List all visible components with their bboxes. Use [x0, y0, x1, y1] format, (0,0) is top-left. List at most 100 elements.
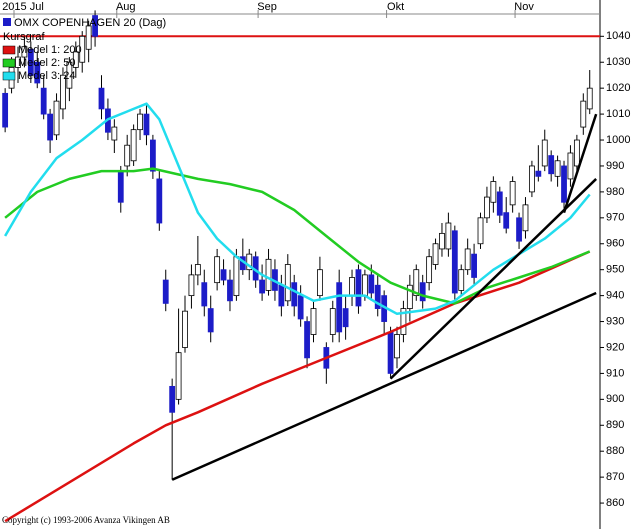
candle-body [484, 196, 490, 219]
candle-body [2, 92, 9, 128]
candle-body [471, 253, 477, 278]
x-tick-label: Sep [257, 1, 277, 13]
legend-title: OMX COPENHAGEN 20 (Dag) [14, 17, 166, 29]
candle-body [586, 87, 593, 110]
candle-body [451, 230, 458, 294]
candle-body [182, 310, 188, 348]
y-tick-label: 900 [606, 393, 624, 405]
candle-body [259, 279, 265, 294]
y-tick-label: 860 [606, 497, 624, 509]
candle-body [406, 284, 413, 309]
candle-body [496, 191, 503, 216]
candle-body [72, 51, 79, 68]
x-tick-label: 2015 Jul [2, 1, 44, 13]
candle-body [214, 256, 221, 284]
legend-swatch [3, 18, 11, 26]
candle-body [522, 204, 529, 232]
candle-body [361, 274, 368, 297]
candle-body [342, 308, 349, 328]
candle-body [561, 165, 567, 203]
y-tick-label: 1030 [606, 56, 630, 68]
candle-body [426, 256, 433, 284]
y-tick-label: 980 [606, 186, 624, 198]
y-tick-label: 1000 [606, 134, 630, 146]
candle-body [336, 282, 343, 333]
candle-body [79, 35, 86, 63]
candle-body [580, 100, 587, 128]
candle-body [548, 155, 555, 175]
legend-subtitle: Kursgraf [3, 31, 46, 43]
candle-body [220, 269, 227, 281]
x-tick-label: Nov [514, 1, 534, 13]
candle-body [387, 331, 394, 374]
candle-body [541, 139, 548, 167]
candle-body [175, 352, 182, 400]
candle-body [284, 264, 291, 302]
candle-body [66, 61, 73, 89]
legend-label: Medel 2: 50 [18, 57, 75, 69]
candle-body [98, 87, 105, 110]
candle-body [143, 113, 150, 136]
candle-body [503, 212, 510, 229]
y-tick-label: 1020 [606, 82, 630, 94]
candle-body [117, 170, 124, 203]
x-tick-label: Aug [116, 1, 136, 13]
candle-body [111, 126, 118, 141]
candle-body [92, 15, 98, 37]
candle-body [162, 279, 169, 304]
candle-body [156, 178, 163, 224]
moving-average-line [4, 102, 591, 316]
candle-body [554, 160, 561, 177]
candle-body [60, 74, 66, 110]
candle-body [573, 139, 580, 167]
candle-body [233, 256, 240, 297]
y-tick-label: 910 [606, 367, 624, 379]
candle-body [458, 269, 465, 291]
candle-body [529, 165, 535, 193]
candle-body [297, 295, 304, 320]
candle-body [413, 269, 420, 297]
x-tick-label: Okt [387, 1, 404, 13]
candle-body [40, 87, 47, 115]
candle-body [27, 48, 34, 76]
candle-body [349, 277, 355, 297]
candle-body [394, 334, 400, 359]
legend-swatch [2, 58, 16, 68]
y-tick-label: 880 [606, 445, 624, 457]
candle-body [278, 284, 285, 307]
y-tick-label: 1010 [606, 108, 630, 120]
candle-body [329, 308, 336, 335]
candle-body [464, 248, 471, 271]
candle-body [194, 264, 201, 276]
candle-body [310, 308, 317, 335]
candle-body [419, 282, 426, 302]
candle-body [169, 385, 176, 413]
candle-body [400, 308, 407, 335]
candle-body [509, 181, 516, 206]
candle-body [291, 282, 298, 307]
y-tick-label: 960 [606, 238, 624, 250]
candle-body [432, 243, 439, 265]
candle-body [47, 113, 54, 141]
candle-body [304, 321, 310, 359]
candle-body [34, 61, 41, 84]
candle-body [535, 170, 542, 177]
copyright: Copyright (c) 1993-2006 Avanza Vikingen … [2, 515, 170, 525]
candle-body [246, 253, 253, 271]
candle-body [265, 258, 272, 291]
candle-body [516, 217, 522, 242]
trend-line [171, 291, 597, 481]
candle-body [137, 113, 143, 131]
moving-average-line [4, 167, 591, 305]
candle-body [207, 308, 214, 333]
legend-swatch [2, 71, 16, 81]
candle-body [368, 274, 375, 294]
y-tick-label: 930 [606, 315, 624, 327]
candle-body [317, 269, 323, 297]
candle-body [439, 232, 445, 250]
